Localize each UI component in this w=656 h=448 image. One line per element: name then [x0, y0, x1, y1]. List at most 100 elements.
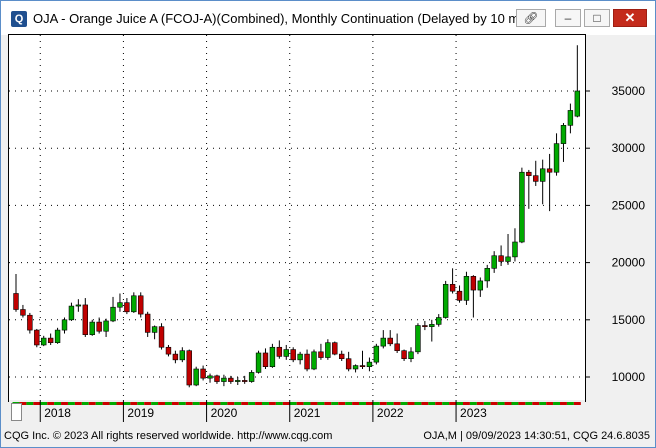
candle-body: [436, 317, 442, 325]
candle-body: [27, 314, 33, 331]
candle-body: [82, 304, 89, 335]
month-marker: [483, 402, 491, 405]
candle: [221, 374, 227, 387]
month-marker: [497, 402, 505, 405]
candle-body: [179, 350, 186, 361]
candle-body: [235, 380, 241, 382]
month-marker: [178, 402, 186, 405]
x-year-label: 2020: [211, 406, 238, 420]
candle-body: [248, 372, 255, 382]
month-marker: [213, 402, 221, 405]
month-marker: [428, 402, 436, 405]
candle: [415, 323, 421, 355]
candle-body: [470, 276, 477, 291]
candle: [533, 160, 539, 186]
candle: [456, 285, 463, 303]
candle-body: [546, 168, 553, 173]
candle: [193, 366, 199, 387]
link-icon[interactable]: 🔗︎: [516, 9, 546, 27]
plot-area[interactable]: [8, 34, 586, 402]
candle-body: [574, 90, 581, 117]
minimize-icon[interactable]: ‒: [555, 9, 581, 27]
candle: [34, 328, 40, 348]
month-marker: [331, 402, 339, 405]
candle: [387, 330, 393, 347]
candle-body: [339, 353, 345, 359]
candle: [172, 350, 179, 364]
candle-body: [89, 321, 95, 335]
candle-body: [526, 171, 532, 176]
candle: [477, 277, 484, 297]
month-marker: [109, 402, 117, 405]
candle-body: [456, 290, 463, 301]
x-year-label: 2018: [44, 406, 71, 420]
candle: [463, 271, 470, 305]
month-marker: [365, 402, 373, 405]
x-year-label: 2019: [127, 406, 154, 420]
candle-body: [54, 329, 61, 343]
candle: [138, 292, 144, 318]
month-marker: [116, 402, 124, 405]
candle-body: [186, 350, 192, 386]
candle-body: [158, 326, 165, 348]
candle-body: [560, 125, 567, 144]
candle-body: [304, 353, 310, 370]
month-marker: [206, 402, 214, 405]
candle: [408, 347, 414, 363]
candle-body: [200, 368, 206, 379]
maximize-icon[interactable]: □: [584, 9, 610, 27]
candle: [75, 299, 82, 312]
candle-body: [68, 305, 75, 321]
candle: [325, 339, 331, 360]
month-marker: [192, 402, 200, 405]
month-marker: [74, 402, 82, 405]
x-year-label: 2023: [460, 406, 487, 420]
month-marker: [407, 402, 415, 405]
y-tick-label: 20000: [612, 256, 646, 270]
month-marker: [81, 402, 89, 405]
candle: [311, 349, 317, 371]
candle: [255, 350, 262, 374]
month-marker: [262, 402, 269, 405]
candle-body: [262, 352, 269, 368]
month-marker: [400, 402, 408, 405]
candle-body: [533, 175, 539, 182]
candle: [373, 343, 380, 365]
month-marker: [151, 402, 159, 405]
candle-body: [207, 375, 213, 379]
candle: [560, 123, 567, 162]
candle-body: [484, 268, 490, 282]
candle: [512, 228, 518, 262]
status-timestamp: OJA,M | 09/09/2023 14:30:51, CQG 24.6.80…: [423, 430, 650, 442]
close-icon[interactable]: ✕: [613, 9, 647, 27]
candle-body: [221, 377, 227, 382]
candle-body: [401, 350, 407, 359]
candle: [526, 169, 532, 209]
candle: [318, 343, 324, 360]
candle-body: [352, 365, 359, 370]
month-marker: [345, 402, 353, 405]
month-marker: [456, 402, 463, 405]
candle: [47, 333, 54, 345]
candle: [89, 319, 95, 336]
y-tick-label: 25000: [612, 198, 646, 212]
candle-body: [75, 304, 82, 307]
candle: [470, 275, 477, 318]
candle: [567, 103, 574, 134]
month-marker: [26, 402, 34, 405]
time-scroll-handle[interactable]: [11, 403, 22, 421]
candle: [96, 317, 102, 334]
candle: [103, 318, 109, 337]
month-marker: [532, 402, 540, 405]
title-bar[interactable]: Q OJA - Orange Juice A (FCOJ-A)(Combined…: [1, 1, 655, 35]
candle-body: [505, 256, 511, 262]
month-marker: [352, 402, 360, 405]
month-marker: [289, 402, 297, 405]
candle: [539, 159, 546, 205]
candle: [158, 323, 165, 350]
candle: [186, 349, 192, 388]
candle-body: [283, 349, 289, 357]
candle: [27, 312, 33, 334]
candle: [248, 370, 255, 383]
